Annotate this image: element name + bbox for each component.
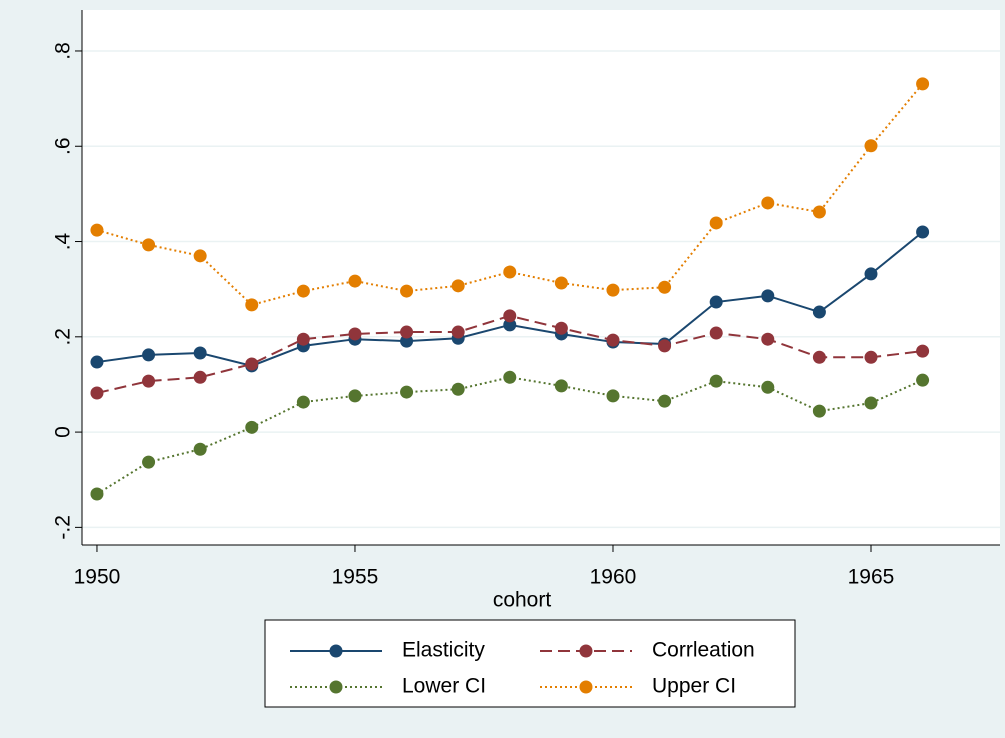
x-axis-label: cohort [493,589,552,612]
plot-area [82,10,1000,545]
legend-label: Corrleation [652,639,755,662]
x-tick-label: 1965 [848,566,895,589]
point [864,267,878,281]
legend-marker [329,680,343,694]
point [864,139,878,153]
legend-marker [579,644,593,658]
point [296,332,310,346]
y-tick-label: 0 [52,426,75,438]
point [348,274,362,288]
legend-marker [329,644,343,658]
legend-marker [579,680,593,694]
point [451,279,465,293]
point [245,298,259,312]
point [193,370,207,384]
point [451,325,465,339]
point [658,394,672,408]
point [812,305,826,319]
point [658,339,672,353]
point [709,326,723,340]
point [142,348,156,362]
point [761,289,775,303]
point [916,373,930,387]
y-tick-label: .4 [52,232,75,250]
point [451,382,465,396]
y-tick-label: .2 [52,328,75,346]
point [554,379,568,393]
point [761,380,775,394]
point [606,333,620,347]
point [400,334,414,348]
point [606,389,620,403]
point [90,386,104,400]
point [554,276,568,290]
x-tick-label: 1960 [590,566,637,589]
y-tick-label: .8 [52,42,75,60]
point [348,327,362,341]
y-tick-label: -.2 [52,515,75,540]
legend-label: Upper CI [652,675,736,698]
point [296,395,310,409]
point [606,283,620,297]
point [658,280,672,294]
point [400,325,414,339]
y-tick-label: .6 [52,137,75,155]
point [400,385,414,399]
point [812,205,826,219]
point [761,196,775,210]
point [709,374,723,388]
point [554,321,568,335]
legend-label: Lower CI [402,675,486,698]
point [90,487,104,501]
point [812,350,826,364]
point [864,350,878,364]
point [90,355,104,369]
point [245,420,259,434]
point [916,344,930,358]
point [348,389,362,403]
point [864,396,878,410]
point [193,346,207,360]
point [916,225,930,239]
point [142,238,156,252]
x-tick-label: 1955 [332,566,379,589]
point [142,374,156,388]
point [761,332,775,346]
point [503,370,517,384]
point [709,295,723,309]
legend [264,619,796,708]
point [142,455,156,469]
point [916,77,930,91]
point [503,309,517,323]
point [400,284,414,298]
point [709,216,723,230]
point [296,284,310,298]
point [90,223,104,237]
point [503,265,517,279]
point [812,404,826,418]
point [193,442,207,456]
point [245,357,259,371]
point [193,249,207,263]
x-tick-label: 1950 [74,566,121,589]
legend-label: Elasticity [402,639,485,662]
point [503,318,517,332]
